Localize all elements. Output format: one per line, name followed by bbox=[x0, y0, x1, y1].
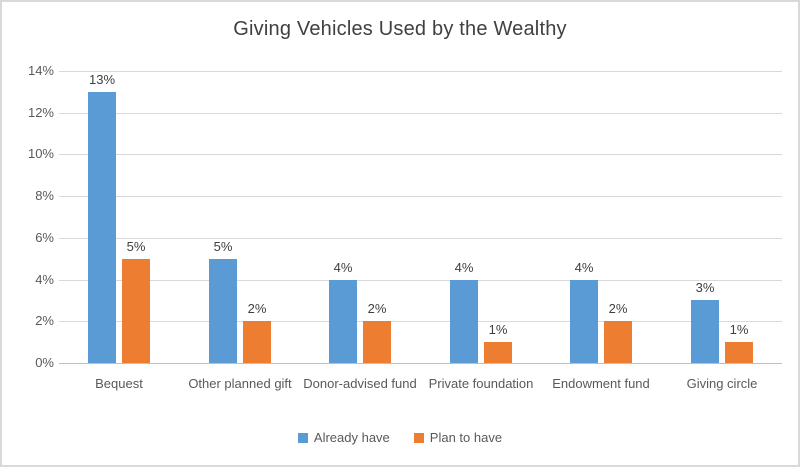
bar-already-have-1 bbox=[209, 259, 237, 363]
category-label: Bequest bbox=[95, 376, 143, 391]
bar-value-label: 4% bbox=[574, 260, 594, 275]
bar-plan-to-have-5 bbox=[725, 342, 753, 363]
category-label: Giving circle bbox=[686, 376, 758, 391]
bar-plan-to-have-4 bbox=[604, 321, 632, 363]
x-axis-line bbox=[59, 363, 782, 364]
y-axis-tick-label: 0% bbox=[35, 355, 54, 370]
legend-swatch-icon bbox=[413, 433, 424, 443]
legend-swatch-icon bbox=[297, 433, 308, 443]
category-label: Donor-advised fund bbox=[303, 376, 417, 391]
bar-value-label: 2% bbox=[247, 301, 267, 316]
bar-already-have-5 bbox=[691, 300, 719, 363]
bar-value-label: 4% bbox=[454, 260, 474, 275]
bar-already-have-2 bbox=[329, 280, 357, 363]
bar-value-label: 1% bbox=[488, 322, 508, 337]
gridline bbox=[59, 113, 782, 114]
bar-value-label: 5% bbox=[126, 239, 146, 254]
gridline bbox=[59, 280, 782, 281]
y-axis-tick-label: 10% bbox=[27, 146, 54, 161]
legend-label: Already have bbox=[313, 430, 390, 445]
bar-already-have-4 bbox=[570, 280, 598, 363]
legend-item-already-have: Already have bbox=[297, 430, 390, 446]
bar-value-label: 4% bbox=[333, 260, 353, 275]
bar-value-label: 2% bbox=[367, 301, 387, 316]
category-label: Private foundation bbox=[428, 376, 534, 391]
bar-value-label: 2% bbox=[608, 301, 628, 316]
gridline bbox=[59, 154, 782, 155]
legend-item-plan-to-have: Plan to have bbox=[413, 430, 503, 446]
bar-plan-to-have-3 bbox=[484, 342, 512, 363]
category-label: Endowment fund bbox=[552, 376, 650, 391]
legend-label: Plan to have bbox=[429, 430, 503, 445]
bar-plan-to-have-0 bbox=[122, 259, 150, 363]
y-axis-tick-label: 4% bbox=[35, 272, 54, 287]
bar-value-label: 3% bbox=[695, 280, 715, 295]
bar-value-label: 1% bbox=[729, 322, 749, 337]
chart-title: Giving Vehicles Used by the Wealthy bbox=[233, 18, 567, 40]
y-axis-tick-label: 6% bbox=[35, 230, 54, 245]
y-axis-tick-label: 14% bbox=[27, 63, 54, 78]
bar-plan-to-have-2 bbox=[363, 321, 391, 363]
bar-already-have-3 bbox=[450, 280, 478, 363]
bar-value-label: 5% bbox=[213, 239, 233, 254]
gridline bbox=[59, 238, 782, 239]
gridline bbox=[59, 71, 782, 72]
bar-plan-to-have-1 bbox=[243, 321, 271, 363]
bar-already-have-0 bbox=[88, 92, 116, 363]
gridline bbox=[59, 196, 782, 197]
category-label: Other planned gift bbox=[188, 376, 292, 391]
legend: Already have Plan to have bbox=[2, 430, 798, 446]
y-axis-tick-label: 2% bbox=[35, 313, 54, 328]
gridline bbox=[59, 321, 782, 322]
y-axis-tick-label: 12% bbox=[27, 105, 54, 120]
y-axis-tick-label: 8% bbox=[35, 188, 54, 203]
bar-value-label: 13% bbox=[88, 72, 116, 87]
